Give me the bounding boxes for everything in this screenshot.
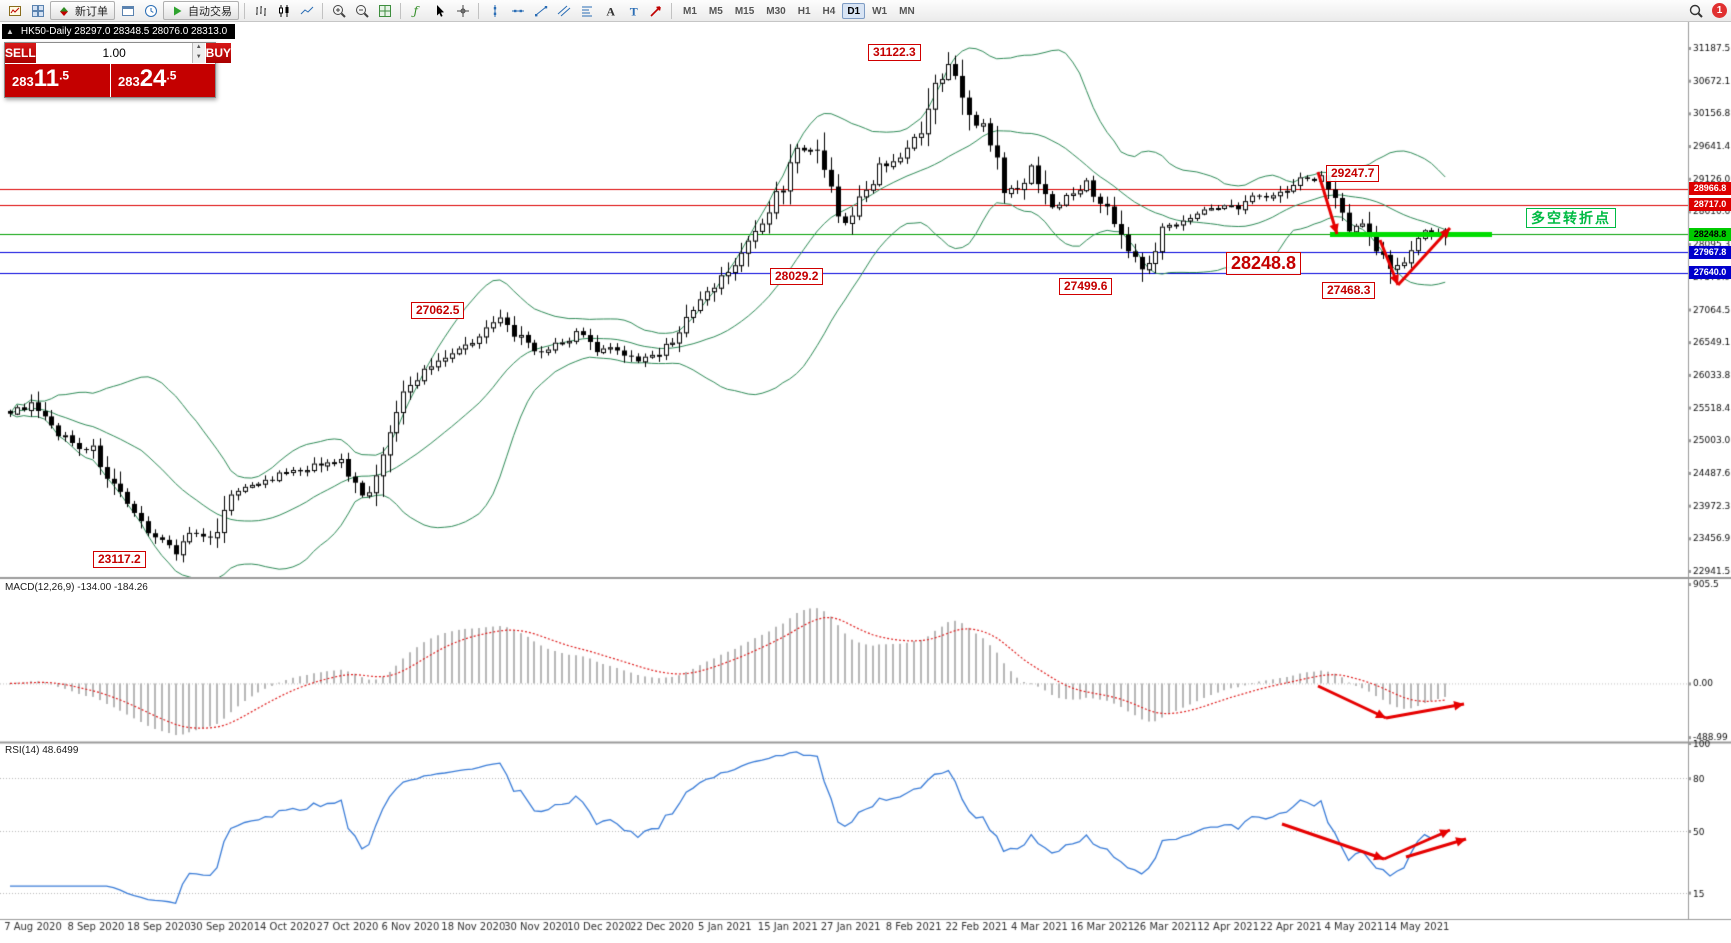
channel-icon[interactable] [553, 1, 574, 20]
chart-window-icon[interactable] [117, 1, 138, 20]
vertical-line-icon[interactable] [484, 1, 505, 20]
timeframe-h4[interactable]: H4 [822, 5, 836, 17]
buy-price[interactable]: 28324.5 [110, 64, 215, 97]
collapse-arrow-icon[interactable]: ▲ [6, 27, 14, 36]
trendline-icon[interactable] [530, 1, 551, 20]
horizontal-line-icon[interactable] [507, 1, 528, 20]
indicators-icon[interactable]: ƒ [406, 1, 427, 20]
timeframe-group: M1 M5 M15 M30 H1 H4 D1 W1 MN [677, 2, 921, 19]
fibonacci-icon[interactable] [576, 1, 597, 20]
sell-price-prefix: 283 [12, 74, 34, 89]
buy-price-pips: 24 [139, 65, 167, 92]
toolbar-separator [322, 2, 323, 19]
label-icon[interactable]: T [622, 1, 643, 20]
svg-text:ƒ: ƒ [410, 4, 420, 18]
new-order-button[interactable]: 新订单 [50, 1, 115, 20]
timeframe-m30[interactable]: M30 [766, 5, 786, 17]
chart-canvas[interactable] [0, 22, 1731, 943]
new-chart-icon[interactable] [4, 1, 25, 20]
text-icon[interactable]: A [599, 1, 620, 20]
one-click-price-row: 28311.5 28324.5 [5, 64, 215, 97]
candlestick-chart-icon[interactable] [273, 1, 294, 20]
chart-title-bar: ▲ HK50-Daily 28297.0 28348.5 28076.0 283… [2, 24, 236, 39]
svg-text:T: T [629, 4, 637, 18]
volume-input[interactable] [36, 43, 192, 63]
buy-price-prefix: 283 [118, 74, 140, 89]
svg-text:A: A [606, 4, 615, 18]
timeframe-w1[interactable]: W1 [872, 5, 888, 17]
volume-decrease-button[interactable]: ▼ [192, 53, 205, 63]
sell-price[interactable]: 28311.5 [5, 64, 110, 97]
main-toolbar: 新订单 自动交易 ƒ A T M1 M5 M15 M30 H1 H4 D1 W1 MN 1 [0, 0, 1731, 22]
ohlc-readout: HK50-Daily 28297.0 28348.5 28076.0 28313… [20, 26, 228, 37]
sell-price-decimal: .5 [59, 68, 70, 83]
tile-windows-icon[interactable] [374, 1, 395, 20]
buy-button[interactable]: BUY [205, 43, 232, 63]
timeframe-mn[interactable]: MN [899, 5, 915, 17]
one-click-top-row: SELL ▲ ▼ BUY [5, 43, 232, 64]
line-chart-icon[interactable] [296, 1, 317, 20]
arrow-tool-icon[interactable] [645, 1, 666, 20]
cursor-icon[interactable] [429, 1, 450, 20]
profiles-icon[interactable] [27, 1, 48, 20]
timeframe-m15[interactable]: M15 [734, 5, 755, 17]
timeframe-h1[interactable]: H1 [797, 5, 811, 17]
notification-badge[interactable]: 1 [1712, 3, 1727, 18]
bar-chart-icon[interactable] [250, 1, 271, 20]
sell-price-pips: 11 [33, 65, 60, 92]
toolbar-separator [671, 2, 672, 19]
timeframe-m5[interactable]: M5 [708, 5, 723, 17]
auto-trading-button[interactable]: 自动交易 [163, 1, 239, 20]
toolbar-separator [400, 2, 401, 19]
one-click-trading-panel: SELL ▲ ▼ BUY 28311.5 28324.5 [4, 42, 232, 98]
toolbar-separator [478, 2, 479, 19]
timeframe-d1[interactable]: D1 [842, 2, 866, 19]
macd-label: MACD(12,26,9) -134.00 -184.26 [5, 582, 148, 593]
volume-spinner: ▲ ▼ [191, 43, 205, 63]
zoom-in-icon[interactable] [328, 1, 349, 20]
rsi-label: RSI(14) 48.6499 [5, 745, 79, 756]
chart-window[interactable]: ▲ HK50-Daily 28297.0 28348.5 28076.0 283… [0, 22, 1731, 943]
strategy-tester-icon[interactable] [140, 1, 161, 20]
auto-trading-button-label: 自动交易 [188, 5, 232, 18]
search-icon[interactable] [1685, 1, 1706, 20]
buy-price-decimal: .5 [166, 68, 177, 83]
sell-button[interactable]: SELL [5, 43, 36, 63]
crosshair-icon[interactable] [452, 1, 473, 20]
volume-control: ▲ ▼ [35, 43, 206, 63]
toolbar-separator [244, 2, 245, 19]
timeframe-m1[interactable]: M1 [683, 5, 697, 17]
volume-increase-button[interactable]: ▲ [192, 43, 205, 53]
new-order-button-label: 新订单 [75, 5, 108, 18]
zoom-out-icon[interactable] [351, 1, 372, 20]
